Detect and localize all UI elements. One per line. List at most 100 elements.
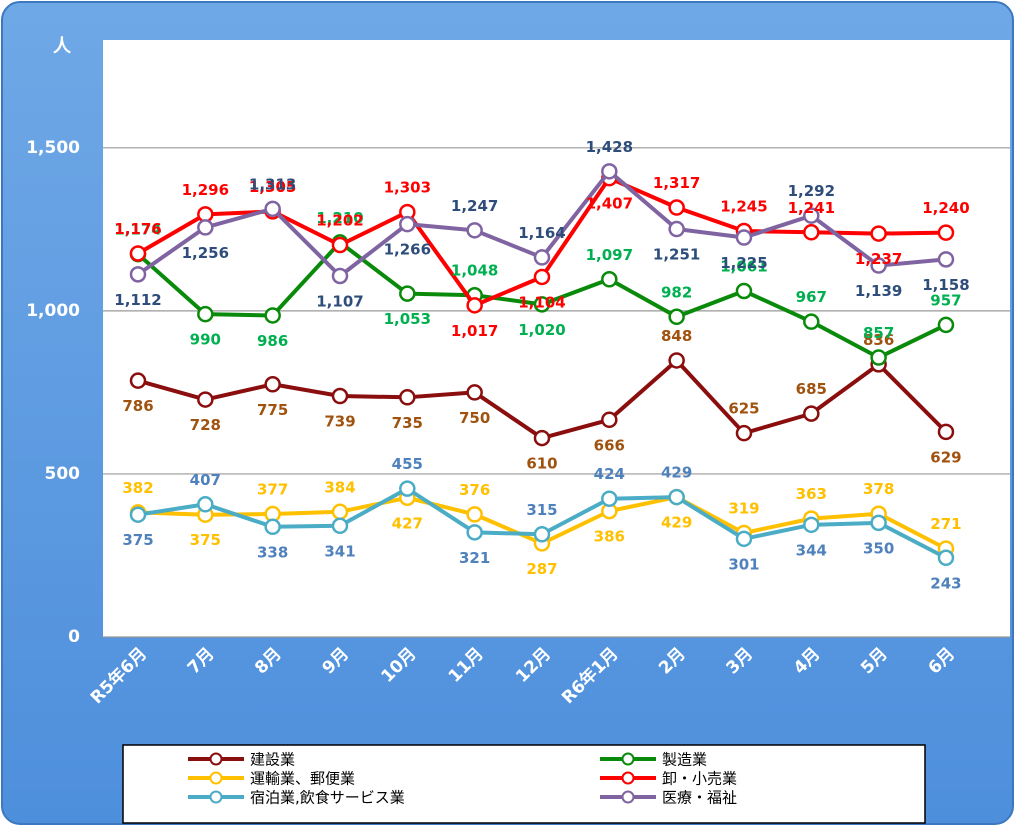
data-point: [466, 297, 483, 314]
data-point: [937, 423, 955, 441]
data-point: [466, 524, 483, 541]
data-point: [533, 249, 551, 266]
data-label: 957: [930, 291, 961, 309]
data-point: [264, 376, 281, 393]
data-point: [870, 225, 887, 242]
data-label: 1,176: [114, 220, 161, 238]
data-point: [668, 352, 685, 369]
data-label: 1,428: [586, 138, 633, 156]
y-tick-label: 1,500: [26, 138, 80, 158]
data-label: 1,237: [855, 250, 902, 268]
data-label: 986: [257, 332, 288, 350]
data-point: [870, 257, 887, 274]
data-label: 287: [526, 560, 557, 578]
data-point: [803, 313, 820, 330]
legend-marker: [209, 752, 223, 766]
data-point: [399, 215, 416, 233]
data-point: [870, 349, 887, 366]
data-point: [601, 163, 618, 180]
data-label: 1,164: [518, 224, 565, 242]
data-label: 739: [324, 413, 355, 431]
data-label: 1,247: [451, 197, 498, 215]
data-point: [937, 224, 955, 241]
data-label: 1,292: [788, 182, 835, 200]
data-point: [668, 199, 685, 216]
data-label: 338: [257, 543, 288, 561]
data-label: 344: [796, 541, 827, 559]
data-label: 857: [863, 324, 894, 342]
data-point: [197, 305, 214, 323]
legend-label: 宿泊業,飲食サービス業: [250, 789, 405, 807]
data-point: [331, 503, 349, 521]
data-label: 382: [122, 479, 153, 497]
data-label: 378: [863, 480, 894, 498]
data-label: 1,017: [451, 322, 498, 340]
legend-label: 卸・小売業: [662, 770, 737, 788]
data-point: [735, 229, 753, 246]
data-label: 319: [728, 499, 759, 517]
data-point: [937, 316, 955, 334]
data-label: 1,174: [114, 221, 161, 239]
data-point: [735, 530, 753, 548]
data-point: [937, 549, 955, 567]
data-label: 967: [796, 288, 827, 306]
data-point: [264, 307, 281, 324]
data-point: [668, 488, 685, 506]
data-label: 321: [459, 549, 490, 567]
data-point: [129, 266, 147, 283]
data-label: 1,104: [518, 293, 565, 311]
data-label: 1,313: [249, 175, 296, 193]
data-label: 750: [459, 409, 490, 427]
data-point: [197, 219, 214, 236]
data-label: 990: [190, 331, 221, 349]
data-label: 610: [526, 455, 557, 473]
data-point: [197, 496, 214, 513]
data-label: 629: [930, 448, 961, 466]
data-label: 1,053: [384, 310, 431, 328]
data-label: 341: [324, 542, 355, 560]
data-label: 1,020: [518, 321, 565, 339]
data-point: [466, 384, 483, 401]
data-label: 1,225: [720, 254, 767, 272]
data-label: 375: [190, 531, 221, 549]
data-point: [803, 405, 820, 422]
data-label: 301: [728, 555, 759, 573]
data-label: 786: [122, 397, 153, 415]
data-point: [870, 514, 887, 532]
data-point: [331, 236, 349, 254]
y-tick-label: 1,000: [26, 301, 80, 321]
data-label: 728: [190, 416, 221, 434]
data-label: 376: [459, 481, 490, 499]
data-label: 1,158: [922, 276, 969, 294]
data-point: [331, 517, 349, 535]
y-tick-label: 0: [68, 627, 80, 647]
legend-marker: [209, 771, 223, 785]
data-label: 848: [661, 327, 692, 345]
data-point: [668, 220, 685, 238]
legend-label: 医療・福祉: [662, 789, 737, 807]
y-axis-label: 人: [53, 36, 72, 57]
legend-marker: [621, 752, 635, 766]
data-label: 1,202: [316, 212, 363, 230]
data-label: 1,245: [720, 197, 767, 215]
data-label: 1,112: [114, 291, 161, 309]
data-point: [803, 516, 820, 534]
data-label: 377: [257, 481, 288, 499]
data-label: 384: [324, 478, 355, 496]
data-label: 1,139: [855, 282, 902, 300]
data-point: [668, 308, 685, 326]
data-point: [399, 480, 416, 497]
data-label: 1,107: [316, 292, 363, 310]
data-label: 1,407: [586, 195, 633, 213]
data-label: 424: [594, 465, 625, 483]
data-label: 427: [392, 514, 423, 532]
data-point: [129, 372, 147, 389]
data-point: [466, 222, 483, 239]
data-point: [601, 271, 618, 288]
data-point: [399, 389, 416, 406]
data-label: 775: [257, 401, 288, 419]
data-point: [533, 268, 551, 286]
data-point: [129, 245, 147, 262]
data-label: 243: [930, 574, 961, 592]
y-tick-label: 500: [45, 464, 81, 484]
